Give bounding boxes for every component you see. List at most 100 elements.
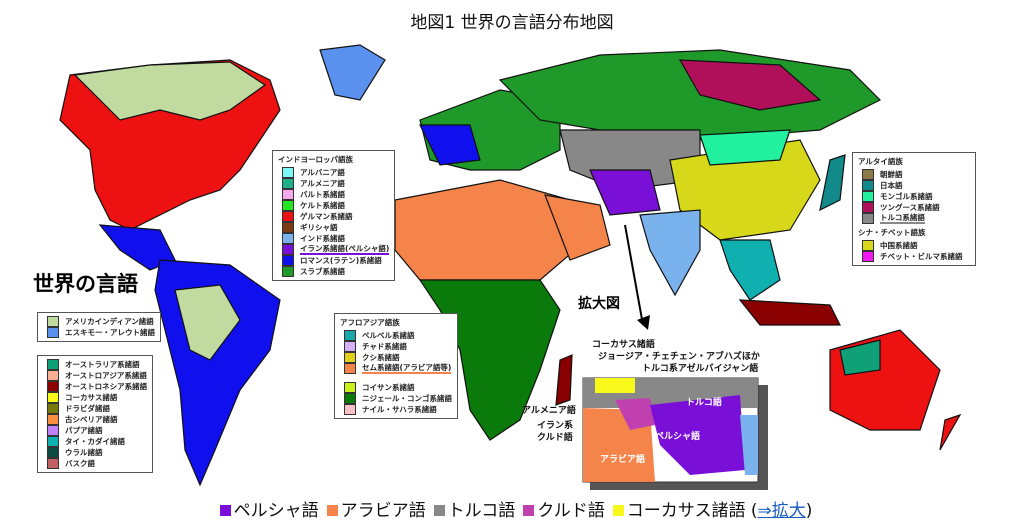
greenland	[319, 44, 386, 101]
legend-swatch	[47, 381, 59, 392]
legend-label: クルド語	[537, 501, 605, 521]
siberia-tungus	[678, 59, 822, 111]
legend-swatch	[523, 505, 535, 516]
legend-item: チャド系諸語	[344, 341, 452, 352]
legend-label: ギリシャ語	[300, 223, 338, 232]
legend-label: 日本語	[880, 181, 903, 190]
india	[639, 209, 701, 297]
paren: )	[805, 501, 813, 521]
world-language-map	[59, 44, 962, 490]
legend-label: バルト系諸語	[300, 190, 345, 199]
legend-item: ウラル諸語	[47, 447, 147, 458]
legend-item: ニジェール・コンゴ系諸語	[344, 393, 452, 404]
legend-swatch	[862, 191, 874, 202]
legend-swatch	[47, 327, 59, 338]
legend-label: イラン系諸語(ペルシャ語)	[300, 244, 390, 255]
legend-swatch	[862, 202, 874, 213]
inset-label-kurdish-1: イラン系	[537, 421, 574, 431]
legend-swatch	[47, 392, 59, 403]
legend-item: エスキモー・アレウト諸語	[47, 327, 155, 338]
legend-swatch	[47, 359, 59, 370]
legend-swatch	[344, 404, 356, 415]
legend-label: ウラル諸語	[65, 448, 103, 457]
legend-swatch	[47, 458, 59, 469]
legend-label: ベルベル系諸語	[362, 331, 415, 340]
legend-heading: シナ・チベット語族	[858, 228, 926, 237]
legend-item: ツングース系諸語	[862, 202, 970, 213]
arabia	[544, 194, 611, 261]
legend-label: バスク語	[65, 459, 95, 468]
legend-label: チャド系諸語	[362, 342, 407, 351]
legend-swatch	[282, 189, 294, 200]
legend-label: ドラビダ諸語	[65, 404, 110, 413]
inset-label-kurdish-2: クルド語	[537, 433, 573, 443]
zoom-label: 拡大図	[578, 296, 620, 312]
legend-label: 中国系諸語	[880, 241, 918, 250]
legend-swatch	[47, 403, 59, 414]
legend-item: 日本語	[862, 180, 970, 191]
legend-label: オーストラリア系諸語	[65, 360, 140, 369]
legend-label: アルメニア語	[300, 179, 345, 188]
legend-item: スラブ系諸語	[282, 266, 389, 277]
legend-swatch	[47, 370, 59, 381]
legend-label: クシ系諸語	[362, 353, 400, 362]
legend-item: アルバニア語	[282, 167, 389, 178]
legend-swatch	[47, 436, 59, 447]
legend-label: ゲルマン系諸語	[300, 212, 353, 221]
legend-heading: アフロアジア語族	[340, 318, 400, 327]
bottom-legend: ペルシャ語 アラビア語 トルコ語 クルド語 コーカサス諸語 (⇒拡大)	[0, 496, 1024, 521]
paren: (	[750, 501, 758, 521]
legend-label: アルバニア語	[300, 168, 345, 177]
inset-label-armenian: アルメニア語	[522, 406, 576, 416]
legend-afro-asiatic: アフロアジア語族 ベルベル系諸語 チャド系諸語 クシ系諸語 セム系諸語(アラビア語等)…	[334, 313, 458, 419]
legend-swatch	[47, 425, 59, 436]
legend-label: パプア諸語	[65, 426, 103, 435]
legend-item: オーストロネシア系諸語	[47, 381, 147, 392]
legend-label: トルコ語	[447, 501, 516, 521]
legend-swatch	[862, 213, 874, 224]
legend-label: ナイル・サハラ系諸語	[362, 405, 437, 414]
legend-label: インド系諸語	[300, 234, 345, 243]
legend-swatch	[282, 167, 294, 178]
legend-swatch	[344, 363, 356, 374]
legend-item: ケルト系諸語	[282, 200, 389, 211]
legend-item: 中国系諸語	[862, 240, 970, 251]
inset-label-caucasus: コーカサス諸語	[592, 340, 655, 350]
legend-label: モンゴル系諸語	[880, 192, 933, 201]
legend-label: アメリカインディアン諸語	[65, 317, 154, 326]
mongolia	[699, 129, 791, 166]
legend-label: チベット・ビルマ系諸語	[880, 252, 963, 261]
inset-label-georgian: ジョージア・チェチェン・アブハズほか	[598, 352, 760, 362]
legend-label: コイサン系諸語	[362, 383, 415, 392]
legend-item: ナイル・サハラ系諸語	[344, 404, 452, 415]
legend-label: コーカサス諸語	[626, 501, 746, 521]
legend-item: モンゴル系諸語	[862, 191, 970, 202]
legend-item: アルメニア語	[282, 178, 389, 189]
legend-label: タイ・カダイ諸語	[65, 437, 125, 446]
legend-item: ロマンス(ラテン)系諸語	[282, 255, 389, 266]
inset-label-persian: ペルシャ語	[655, 432, 701, 442]
legend-swatch	[282, 222, 294, 233]
china	[669, 139, 821, 241]
map-heading: 世界の言語	[33, 272, 138, 296]
legend-swatch	[344, 330, 356, 341]
legend-item: クシ系諸語	[344, 352, 452, 363]
legend-item: オーストロアジア系諸語	[47, 370, 147, 381]
legend-item: インド系諸語	[282, 233, 389, 244]
legend-swatch	[344, 382, 356, 393]
inset-label-turkish: トルコ語	[686, 398, 722, 408]
legend-item: オーストラリア系諸語	[47, 359, 147, 370]
zoom-link[interactable]: ⇒拡大	[757, 501, 806, 521]
legend-item: ゲルマン系諸語	[282, 211, 389, 222]
legend-swatch	[344, 352, 356, 363]
japan	[819, 154, 846, 212]
legend-item: アメリカインディアン諸語	[47, 316, 155, 327]
legend-item: イラン系諸語(ペルシャ語)	[282, 244, 390, 255]
legend-swatch	[47, 316, 59, 327]
legend-label: エスキモー・アレウト諸語	[65, 328, 155, 337]
legend-label: スラブ系諸語	[300, 267, 345, 276]
legend-swatch	[282, 244, 294, 255]
australia-native	[839, 339, 881, 376]
legend-swatch	[344, 341, 356, 352]
legend-label: ペルシャ語	[233, 501, 319, 521]
